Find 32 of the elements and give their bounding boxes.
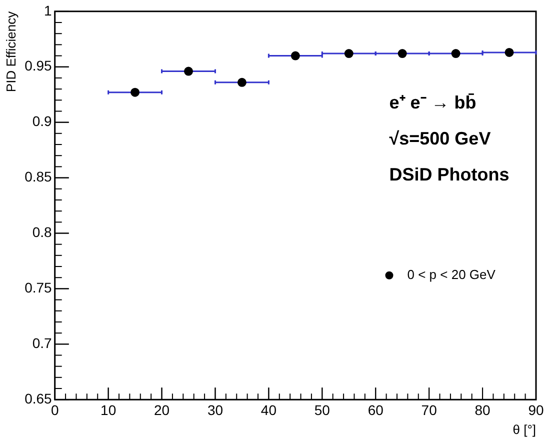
y-tick-label: 0.85 bbox=[24, 168, 52, 185]
x-axis-title: θ [°] bbox=[512, 422, 536, 437]
x-tick-label: 20 bbox=[154, 402, 170, 418]
x-tick-label: 60 bbox=[368, 402, 384, 418]
legend-label: 0 < p < 20 GeV bbox=[407, 266, 496, 282]
x-tick-label: 40 bbox=[260, 402, 277, 418]
x-tick-label: 30 bbox=[207, 402, 224, 418]
x-tick-label: 70 bbox=[421, 402, 438, 418]
point bbox=[290, 51, 300, 60]
point bbox=[451, 49, 460, 58]
y-tick-label: 0.95 bbox=[24, 58, 52, 74]
point bbox=[237, 78, 246, 87]
point bbox=[344, 49, 354, 58]
point bbox=[398, 49, 407, 58]
annotation: DSiD Photons bbox=[389, 164, 510, 184]
y-tick-label: 0.8 bbox=[32, 224, 52, 240]
point bbox=[184, 66, 193, 76]
x-tick-label: 10 bbox=[100, 402, 116, 418]
x-tick-label: 80 bbox=[474, 402, 491, 418]
y-tick-label: 1 bbox=[44, 2, 52, 18]
point bbox=[130, 88, 140, 97]
y-axis-title: PID Efficiency bbox=[3, 10, 18, 92]
x-tick-label: 90 bbox=[528, 402, 544, 418]
y-tick-label: 0.75 bbox=[24, 280, 52, 296]
x-tick-label: 0 bbox=[50, 402, 59, 418]
annotation: e⁺ e⁻ → bb̄ bbox=[389, 92, 476, 112]
y-tick-label: 0.7 bbox=[32, 335, 52, 351]
point bbox=[504, 48, 514, 57]
y-tick-label: 0.9 bbox=[32, 113, 52, 130]
y-tick-label: 0.65 bbox=[24, 390, 52, 406]
x-tick-label: 50 bbox=[314, 402, 330, 418]
annotation: √s=500 GeV bbox=[389, 128, 491, 148]
